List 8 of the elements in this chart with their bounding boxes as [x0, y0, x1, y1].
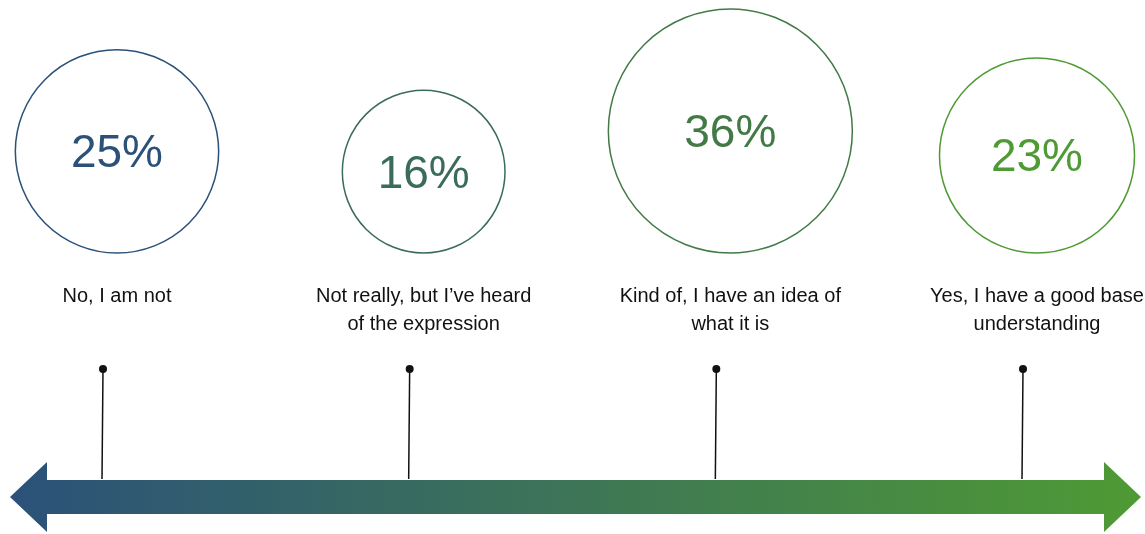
category-label: Not really, but I’ve heard of the expression [316, 284, 532, 334]
category-label: No, I am not [62, 284, 172, 306]
data-label: 16% [377, 145, 470, 198]
category-label: Kind of, I have an idea of what it is [619, 284, 842, 334]
category-label: Yes, I have a good base understanding [930, 284, 1144, 334]
data-label: 23% [990, 129, 1084, 182]
data-label: 36% [684, 105, 777, 157]
data-label: 25% [70, 125, 164, 178]
